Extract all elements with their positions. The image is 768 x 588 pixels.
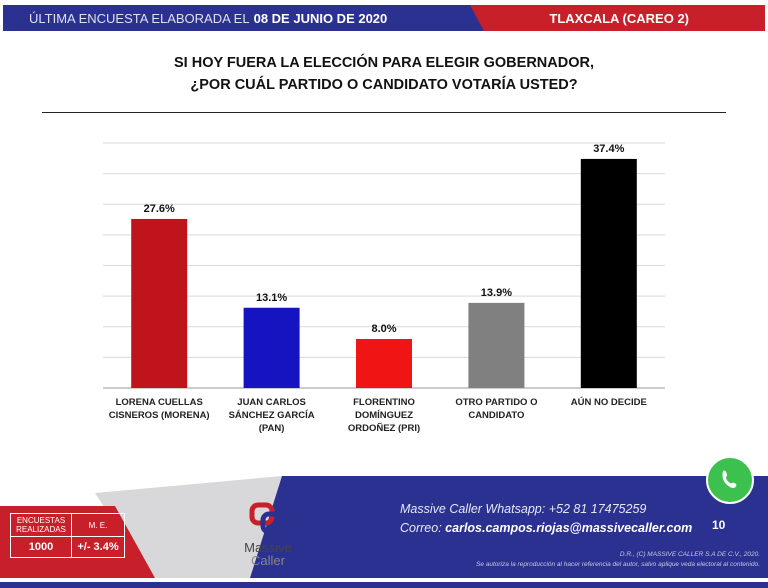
reproduction-notice: Se autoriza la reproducción al hacer ref… bbox=[475, 561, 760, 568]
date-prefix: ÚLTIMA ENCUESTA ELABORADA EL bbox=[29, 11, 250, 26]
title-line-1: SI HOY FUERA LA ELECCIÓN PARA ELEGIR GOB… bbox=[174, 55, 594, 71]
data-label: 37.4% bbox=[593, 143, 624, 155]
whatsapp-number: +52 81 17475259 bbox=[548, 502, 647, 516]
surveys-header: ENCUESTAS REALIZADAS bbox=[10, 513, 72, 537]
page-number: 10 bbox=[712, 518, 726, 532]
category-label: JUAN CARLOS bbox=[237, 397, 306, 408]
bar-chart: 27.6% LORENA CUELLAS CISNEROS (MORENA) 13.1… bbox=[103, 142, 665, 434]
chart-title: SI HOY FUERA LA ELECCIÓN PARA ELEGIR GOB… bbox=[0, 52, 768, 96]
bar bbox=[580, 158, 637, 388]
category-label: SÁNCHEZ GARCÍA bbox=[229, 410, 315, 421]
category-label: ORDOÑEZ (PRI) bbox=[348, 423, 420, 434]
massive-caller-logo: Massive Caller bbox=[238, 502, 298, 567]
data-label: 27.6% bbox=[144, 203, 175, 215]
data-label: 8.0% bbox=[371, 323, 396, 335]
bar bbox=[243, 307, 300, 388]
bar bbox=[356, 339, 412, 388]
margin-error-header: M. E. bbox=[71, 513, 125, 537]
footer-blue-band bbox=[250, 476, 768, 578]
copyright: D.R., (C) MASSIVE CALLER S.A DE C.V., 20… bbox=[619, 551, 760, 558]
category-label: AÚN NO DECIDE bbox=[571, 396, 647, 408]
logo-text-1: Massive bbox=[244, 540, 292, 555]
bar bbox=[468, 302, 525, 388]
header-red-section bbox=[470, 5, 765, 31]
data-label: 13.1% bbox=[256, 292, 287, 304]
category-label: CANDIDATO bbox=[468, 410, 524, 421]
surveys-value: 1000 bbox=[10, 536, 72, 558]
footer: ENCUESTAS REALIZADAS M. E. 1000 +/- 3.4% M… bbox=[0, 456, 768, 578]
category-label: LORENA CUELLAS bbox=[116, 397, 203, 408]
category-label: CISNEROS (MORENA) bbox=[109, 410, 210, 421]
contact-info: Massive Caller Whatsapp: +52 81 17475259… bbox=[400, 500, 692, 538]
bottom-bar bbox=[0, 582, 768, 588]
title-line-2: ¿POR CUÁL PARTIDO O CANDIDATO VOTARÍA US… bbox=[190, 77, 578, 93]
email-address: carlos.campos.riojas@massivecaller.com bbox=[445, 521, 693, 535]
category-label: DOMÍNGUEZ bbox=[355, 410, 413, 421]
title-divider bbox=[42, 112, 726, 113]
whatsapp-icon bbox=[706, 456, 754, 504]
data-label: 13.9% bbox=[481, 287, 512, 299]
header-bar: ÚLTIMA ENCUESTA ELABORADA EL 08 DE JUNIO … bbox=[3, 5, 765, 31]
survey-stats-table: ENCUESTAS REALIZADAS M. E. 1000 +/- 3.4% bbox=[10, 513, 125, 558]
copyright-notice: D.R., (C) MASSIVE CALLER S.A DE C.V., 20… bbox=[476, 550, 760, 570]
whatsapp-label: Massive Caller Whatsapp: bbox=[400, 502, 546, 516]
survey-date: 08 DE JUNIO DE 2020 bbox=[253, 11, 388, 26]
email-label: Correo: bbox=[400, 521, 442, 535]
logo-icon bbox=[249, 502, 286, 535]
survey-date-label: ÚLTIMA ENCUESTA ELABORADA EL 08 DE JUNIO … bbox=[29, 11, 387, 26]
category-label: OTRO PARTIDO O bbox=[455, 397, 537, 408]
margin-error-value: +/- 3.4% bbox=[71, 536, 125, 558]
logo-text-2: Caller bbox=[251, 553, 285, 568]
category-label: FLORENTINO bbox=[353, 397, 415, 408]
region-label: TLAXCALA (CAREO 2) bbox=[549, 11, 689, 26]
category-label: (PAN) bbox=[259, 423, 285, 434]
bar bbox=[131, 218, 188, 388]
